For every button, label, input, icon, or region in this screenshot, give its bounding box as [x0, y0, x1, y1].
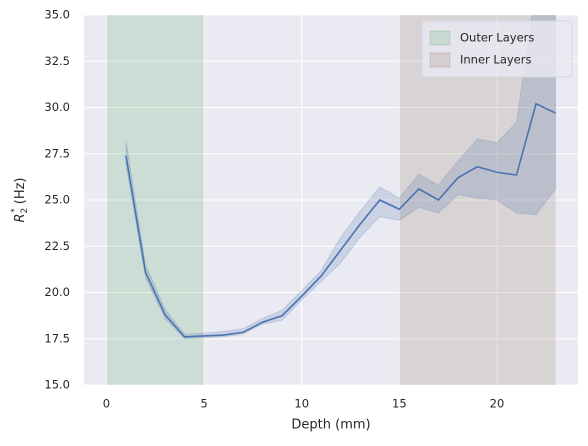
y-label-unit: (Hz) [13, 177, 28, 204]
x-axis-label: Depth (mm) [291, 418, 370, 433]
legend-swatch [429, 30, 451, 46]
x-tick-label: 15 [392, 397, 407, 411]
span [106, 15, 205, 385]
y-tick-label: 30.0 [44, 100, 70, 114]
y-tick-label: 27.5 [44, 146, 70, 160]
y-label-sub: 2 [20, 208, 30, 214]
x-tick-label: 0 [103, 397, 110, 411]
y-tick-label: 25.0 [44, 193, 70, 207]
legend-label: Outer Layers [460, 31, 534, 45]
legend-label: Inner Layers [460, 53, 531, 67]
y-label-sup: * [10, 208, 20, 213]
y-tick-label: 22.5 [44, 239, 70, 253]
y-axis-label: R2* (Hz) [10, 177, 30, 222]
legend-box [421, 20, 573, 78]
y-tick-label: 15.0 [44, 378, 70, 392]
y-tick-label: 35.0 [44, 8, 70, 22]
x-tick-label: 10 [294, 397, 309, 411]
y-label-symbol: R [13, 213, 28, 222]
legend-swatch [429, 52, 451, 68]
x-tick-label: 5 [200, 397, 207, 411]
y-tick-label: 20.0 [44, 285, 70, 299]
y-tick-label: 32.5 [44, 54, 70, 68]
y-tick-label: 17.5 [44, 331, 70, 345]
x-tick-label: 20 [490, 397, 505, 411]
confidence-band [125, 15, 557, 340]
line [125, 102, 556, 338]
